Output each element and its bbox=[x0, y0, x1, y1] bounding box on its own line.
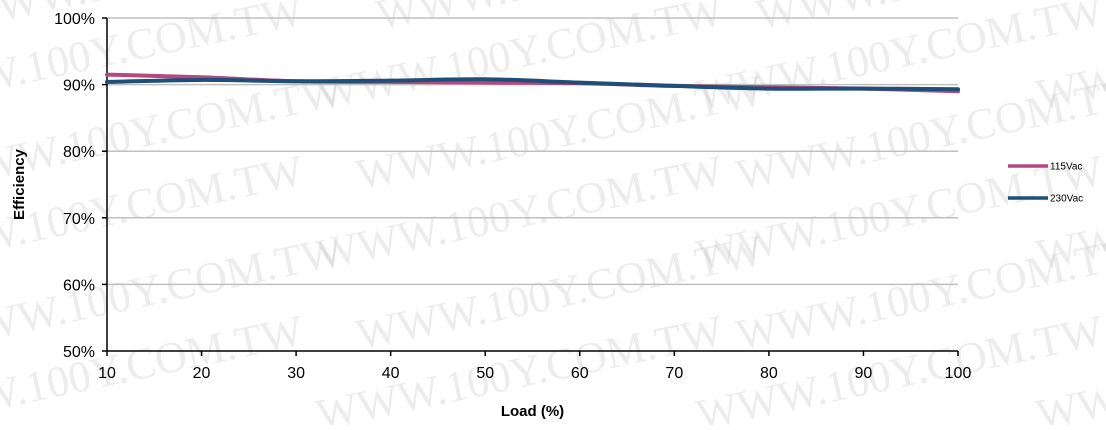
x-tick-label-100: 100 bbox=[945, 365, 972, 382]
y-tick-label-90: 90% bbox=[63, 78, 95, 95]
x-tick-label-60: 60 bbox=[571, 365, 589, 382]
legend-label-115vac: 115Vac bbox=[1050, 162, 1082, 173]
y-tick-label-60: 60% bbox=[63, 277, 95, 294]
y-tick-label-70: 70% bbox=[63, 211, 95, 228]
x-tick-label-80: 80 bbox=[760, 365, 778, 382]
x-tick-label-20: 20 bbox=[193, 365, 211, 382]
x-tick-label-40: 40 bbox=[382, 365, 400, 382]
y-tick-label-50: 50% bbox=[63, 344, 95, 361]
x-tick-label-10: 10 bbox=[98, 365, 116, 382]
y-axis-title: Efficiency bbox=[11, 148, 28, 220]
x-tick-label-90: 90 bbox=[855, 365, 873, 382]
x-tick-label-30: 30 bbox=[287, 365, 305, 382]
legend-label-230vac: 230Vac bbox=[1050, 194, 1083, 205]
y-tick-label-100: 100% bbox=[54, 11, 95, 28]
y-tick-label-80: 80% bbox=[63, 144, 95, 161]
x-tick-label-50: 50 bbox=[476, 365, 494, 382]
x-axis-title: Load (%) bbox=[501, 403, 564, 420]
x-tick-label-70: 70 bbox=[665, 365, 683, 382]
